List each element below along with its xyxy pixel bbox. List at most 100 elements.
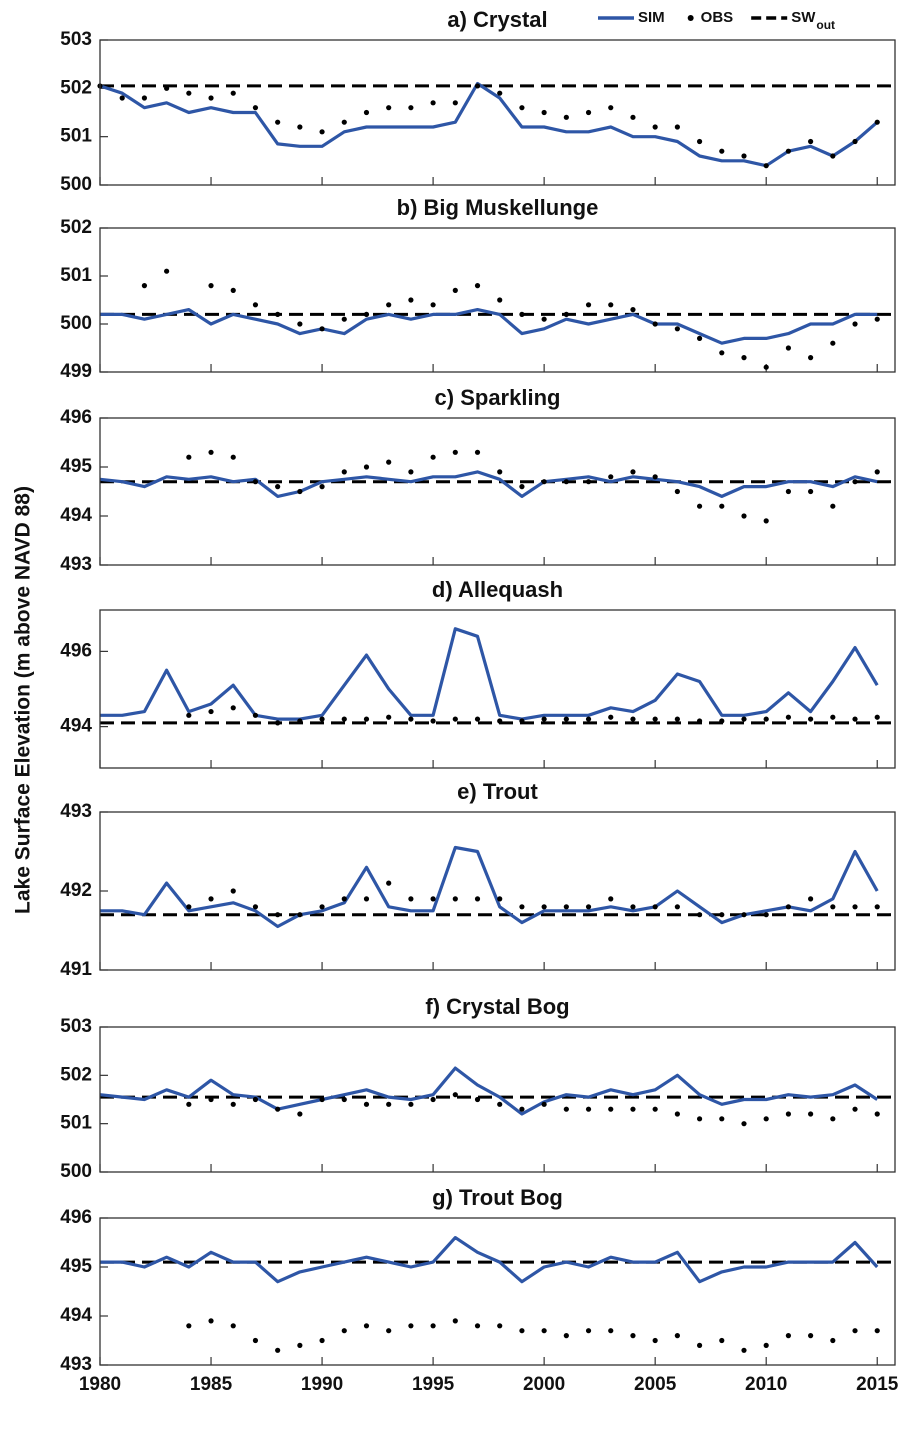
obs-point (519, 718, 525, 724)
obs-point (474, 1096, 481, 1103)
obs-point (252, 479, 259, 485)
obs-point (630, 1333, 636, 1339)
obs-point (674, 716, 680, 722)
obs-point (674, 904, 680, 910)
x-tick-label: 2005 (634, 1374, 677, 1395)
obs-point (741, 355, 747, 361)
y-tick-label: 494 (60, 1305, 92, 1326)
obs-point (186, 904, 192, 910)
panel-title: d) Allequash (432, 577, 563, 602)
y-tick-label: 502 (60, 1064, 92, 1085)
obs-point (474, 896, 481, 902)
legend-label: SIM (638, 9, 665, 26)
obs-point (386, 1328, 392, 1334)
obs-point (630, 307, 636, 313)
y-tick-label: 499 (60, 361, 92, 382)
x-tick-label: 2000 (523, 1374, 565, 1395)
obs-point (763, 716, 769, 722)
obs-point (497, 297, 503, 303)
obs-point (585, 479, 592, 485)
obs-point (674, 488, 680, 495)
obs-point (297, 488, 303, 495)
obs-point (430, 302, 436, 308)
obs-point (874, 904, 880, 910)
obs-point (830, 1337, 836, 1344)
obs-point (541, 109, 547, 116)
obs-point (541, 479, 547, 485)
y-axis-label: Lake Surface Elevation (m above NAVD 88) (12, 486, 35, 914)
obs-point (741, 1347, 747, 1353)
obs-point (852, 321, 858, 327)
sim-line (99, 1066, 879, 1116)
obs-point (452, 716, 458, 722)
y-tick-label: 494 (60, 716, 92, 737)
obs-point (696, 718, 703, 724)
obs-point (763, 1116, 769, 1122)
obs-point (852, 904, 858, 910)
y-tick-label: 500 (60, 174, 92, 195)
obs-point (741, 1121, 747, 1127)
obs-point (674, 326, 680, 332)
obs-point (186, 1323, 192, 1329)
obs-point (808, 1333, 814, 1339)
obs-point (785, 1111, 792, 1117)
obs-point (408, 1101, 414, 1107)
obs-point (363, 311, 370, 317)
obs-point (474, 1323, 481, 1329)
obs-point (208, 283, 214, 289)
obs-point (341, 119, 347, 125)
x-tick-label: 1995 (412, 1374, 455, 1395)
obs-point (164, 268, 170, 274)
obs-point (608, 896, 614, 902)
obs-point (430, 100, 436, 106)
obs-point (830, 340, 836, 346)
x-tick-label: 1985 (190, 1374, 233, 1395)
legend-symbol (687, 15, 694, 21)
obs-point (785, 1333, 792, 1339)
obs-point (452, 896, 458, 902)
obs-point (719, 503, 725, 509)
panel-title: g) Trout Bog (432, 1185, 563, 1210)
obs-point (541, 1101, 547, 1107)
obs-point (563, 716, 569, 722)
obs-point (630, 114, 636, 120)
plot-frame (99, 227, 896, 373)
obs-point (874, 316, 880, 322)
obs-point (696, 335, 703, 341)
obs-point (252, 105, 259, 111)
obs-point (341, 716, 347, 722)
plot-frame (99, 811, 896, 971)
obs-point (186, 90, 192, 96)
obs-point (874, 119, 880, 125)
panel-title: b) Big Muskellunge (397, 195, 599, 220)
obs-point (408, 469, 414, 475)
obs-point (186, 1101, 192, 1107)
legend-label: SW (791, 9, 816, 26)
sim-line (99, 470, 878, 498)
obs-point (430, 1323, 436, 1329)
obs-point (319, 326, 325, 332)
obs-point (275, 119, 281, 125)
obs-point (874, 714, 880, 720)
obs-point (319, 129, 325, 135)
obs-point (519, 105, 525, 111)
obs-point (430, 1096, 436, 1103)
obs-point (386, 105, 392, 111)
panel-title: a) Crystal (447, 7, 547, 32)
obs-point (119, 95, 125, 101)
obs-point (275, 311, 281, 317)
y-tick-label: 493 (60, 554, 92, 575)
obs-point (630, 716, 636, 722)
y-tick-label: 495 (60, 456, 92, 477)
obs-point (830, 714, 836, 720)
obs-point (297, 321, 303, 327)
obs-point (252, 1096, 259, 1103)
obs-point (386, 880, 392, 886)
obs-point (408, 716, 414, 722)
obs-point (208, 1096, 214, 1103)
obs-point (275, 1106, 281, 1112)
obs-point (319, 716, 325, 722)
obs-point (386, 714, 392, 720)
obs-point (808, 1111, 814, 1117)
